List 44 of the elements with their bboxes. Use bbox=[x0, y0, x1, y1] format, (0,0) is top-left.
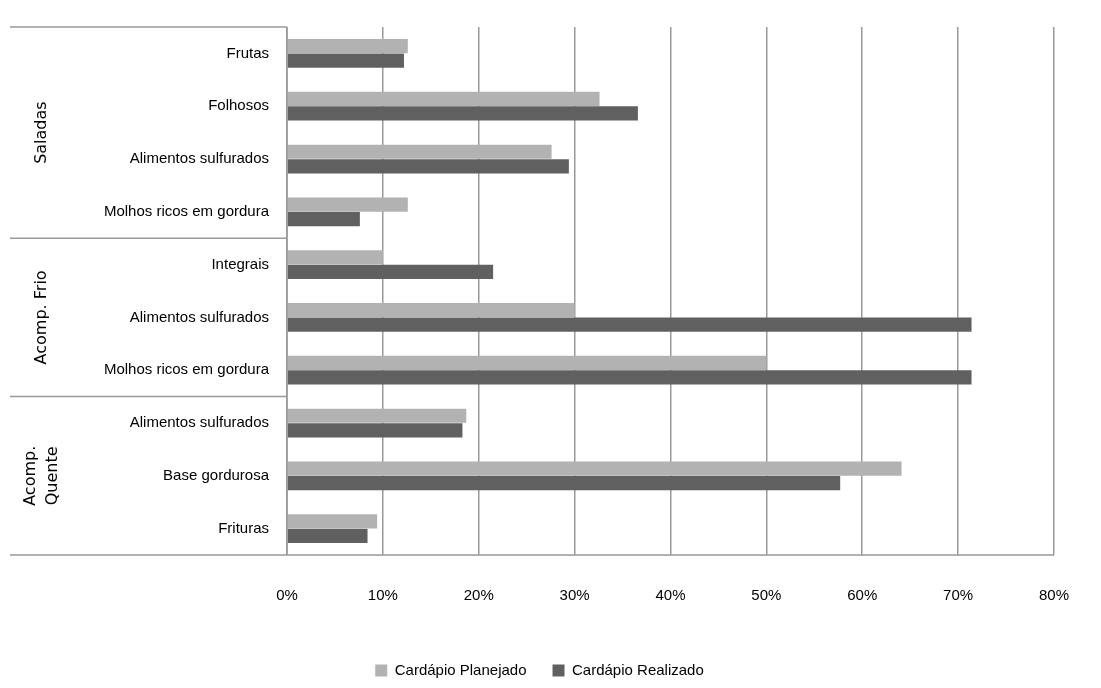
x-tick-label: 0% bbox=[276, 586, 298, 604]
bar bbox=[287, 528, 368, 543]
x-tick-label: 70% bbox=[943, 586, 974, 604]
bar bbox=[287, 39, 408, 54]
bar bbox=[287, 91, 600, 107]
bar bbox=[287, 264, 494, 279]
bar bbox=[287, 461, 902, 476]
bar bbox=[287, 475, 841, 491]
text: Saladas bbox=[31, 101, 51, 164]
bar bbox=[287, 514, 378, 529]
bar bbox=[287, 106, 638, 121]
text: Acomp. Frio bbox=[31, 270, 51, 365]
y-tick-label: Frituras bbox=[218, 518, 269, 536]
bar bbox=[287, 211, 360, 227]
bar bbox=[287, 408, 467, 423]
x-tick-label: 60% bbox=[847, 586, 878, 604]
bar bbox=[287, 250, 383, 265]
y-tick-label: Alimentos sulfurados bbox=[129, 149, 269, 167]
y-tick-label: Integrais bbox=[211, 254, 269, 272]
legend-label: Cardápio Realizado bbox=[572, 660, 704, 678]
bar bbox=[287, 303, 575, 318]
bar bbox=[287, 144, 552, 159]
x-tick-label: 80% bbox=[1038, 586, 1069, 604]
y-tick-label: Alimentos sulfurados bbox=[129, 413, 269, 431]
x-tick-label: 20% bbox=[463, 586, 494, 604]
x-tick-label: 40% bbox=[655, 586, 686, 604]
bar bbox=[287, 197, 408, 212]
y-tick-label: Molhos ricos em gordura bbox=[103, 360, 270, 378]
y-tick-label: Alimentos sulfurados bbox=[129, 307, 269, 325]
y-tick-label: Base gordurosa bbox=[163, 465, 270, 483]
bar bbox=[287, 423, 463, 438]
bar bbox=[287, 159, 569, 174]
bar bbox=[287, 53, 404, 68]
y-tick-label: Folhosos bbox=[208, 96, 269, 114]
y-tick-label: Molhos ricos em gordura bbox=[103, 201, 270, 219]
text: Acomp. Quente bbox=[20, 445, 62, 506]
legend-label: Cardápio Planejado bbox=[394, 660, 527, 678]
bar bbox=[287, 317, 972, 332]
y-tick-label: Frutas bbox=[226, 43, 269, 61]
x-tick-label: 10% bbox=[367, 586, 398, 604]
bar bbox=[287, 370, 972, 385]
x-tick-label: 50% bbox=[751, 586, 782, 604]
x-tick-label: 30% bbox=[559, 586, 590, 604]
bar bbox=[287, 355, 767, 371]
